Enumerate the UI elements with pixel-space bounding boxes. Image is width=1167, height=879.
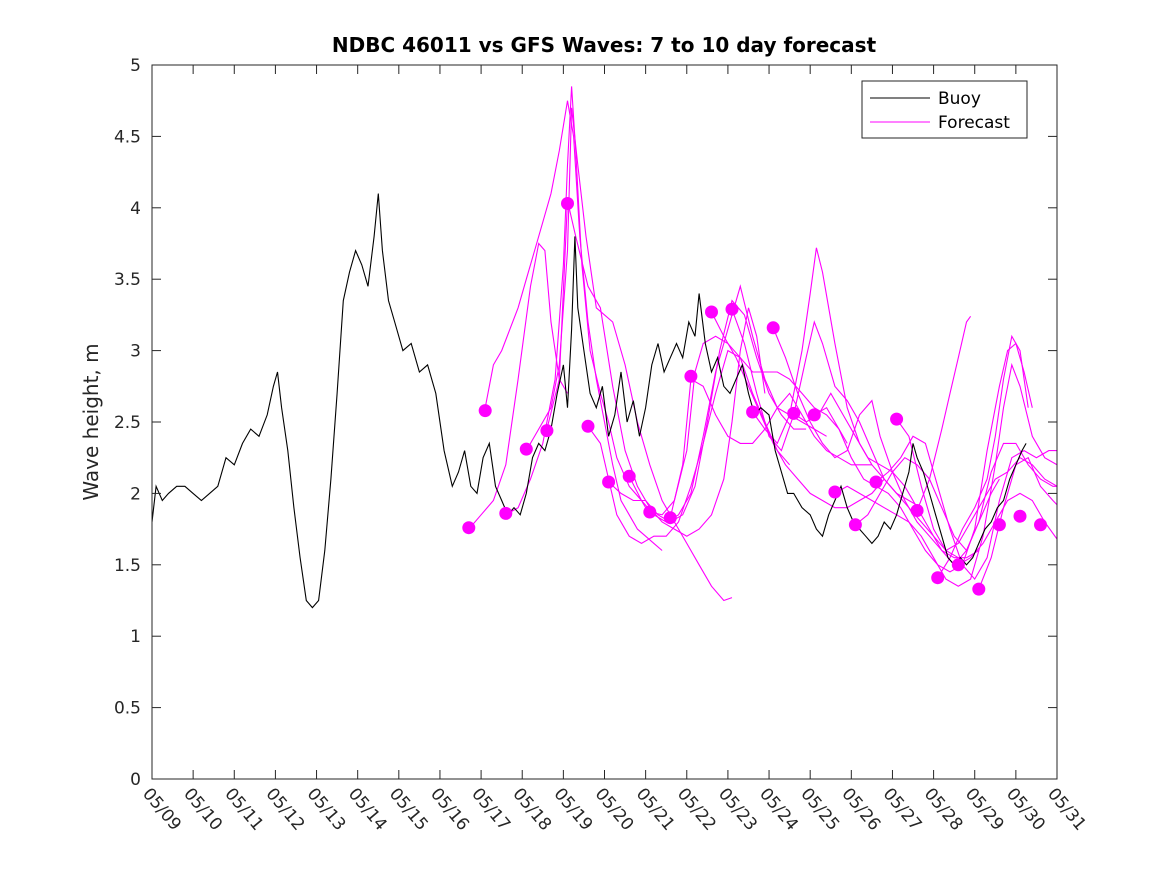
y-tick-label: 1 [130,627,141,647]
forecast-marker-1 [462,521,476,535]
forecast-line-24 [978,456,1057,590]
forecast-line-1 [468,242,568,530]
y-tick-label: 4 [130,199,141,219]
forecast-marker-5 [540,424,554,438]
forecast-marker-22 [890,412,904,426]
forecast-line-10 [669,378,872,518]
forecast-marker-20 [848,518,862,532]
plot-area [152,86,1057,609]
forecast-marker-15 [746,405,760,419]
forecast-line-18 [855,442,1057,552]
y-tick-label: 3 [130,342,141,362]
y-tick-label: 1.5 [114,556,141,576]
forecast-marker-4 [519,442,533,456]
forecast-marker-7 [581,419,595,433]
forecast-line-17 [834,362,1057,587]
legend-label-buoy: Buoy [938,89,981,109]
forecast-marker-10 [643,505,657,519]
forecast-line-16 [814,342,1033,573]
forecast-marker-14 [725,302,739,316]
forecast-marker-18 [807,408,821,422]
forecast-marker-21 [869,475,883,489]
forecast-marker-19 [828,485,842,499]
legend-label-forecast: Forecast [938,113,1010,133]
forecast-line-11 [711,311,885,509]
forecast-marker-26 [972,582,986,596]
series-group [152,86,1057,609]
forecast-line-19 [875,435,1057,581]
y-tick-label: 2 [130,484,141,504]
forecast-marker-17 [787,406,801,420]
forecast-marker-9 [622,469,636,483]
forecast-marker-13 [705,305,718,319]
forecast-line-2 [484,100,663,551]
y-tick-label: 0 [130,770,141,790]
forecast-marker-27 [992,518,1006,532]
y-tick-label: 0.5 [114,699,141,719]
forecast-marker-28 [1013,509,1027,523]
forecast-marker-6 [561,197,574,210]
forecast-line-21 [916,315,972,511]
forecast-marker-25 [951,558,965,572]
y-tick-label: 4.5 [114,127,141,147]
forecast-marker-3 [499,506,513,520]
forecast-marker-24 [931,571,945,585]
y-tick-label: 2.5 [114,413,141,433]
forecast-marker-11 [663,511,677,525]
forecast-line-14 [772,327,980,559]
forecast-marker-16 [766,321,780,335]
forecast-marker-29 [1034,518,1047,532]
y-axis-label: Wave height, m [79,343,103,500]
buoy-line [152,193,1027,609]
legend-box [861,80,1028,139]
y-tick-label: 5 [130,56,141,76]
forecast-marker-23 [910,504,924,517]
forecast-marker-8 [602,475,616,489]
forecast-line-5 [546,200,766,537]
forecast-line-22 [937,334,1029,578]
chart-title: NDBC 46011 vs GFS Waves: 7 to 10 day for… [332,33,877,57]
legend: Buoy Forecast [861,80,1028,139]
forecast-marker-12 [684,369,698,383]
y-tick-label: 3.5 [114,270,141,290]
forecast-marker-2 [478,404,492,418]
